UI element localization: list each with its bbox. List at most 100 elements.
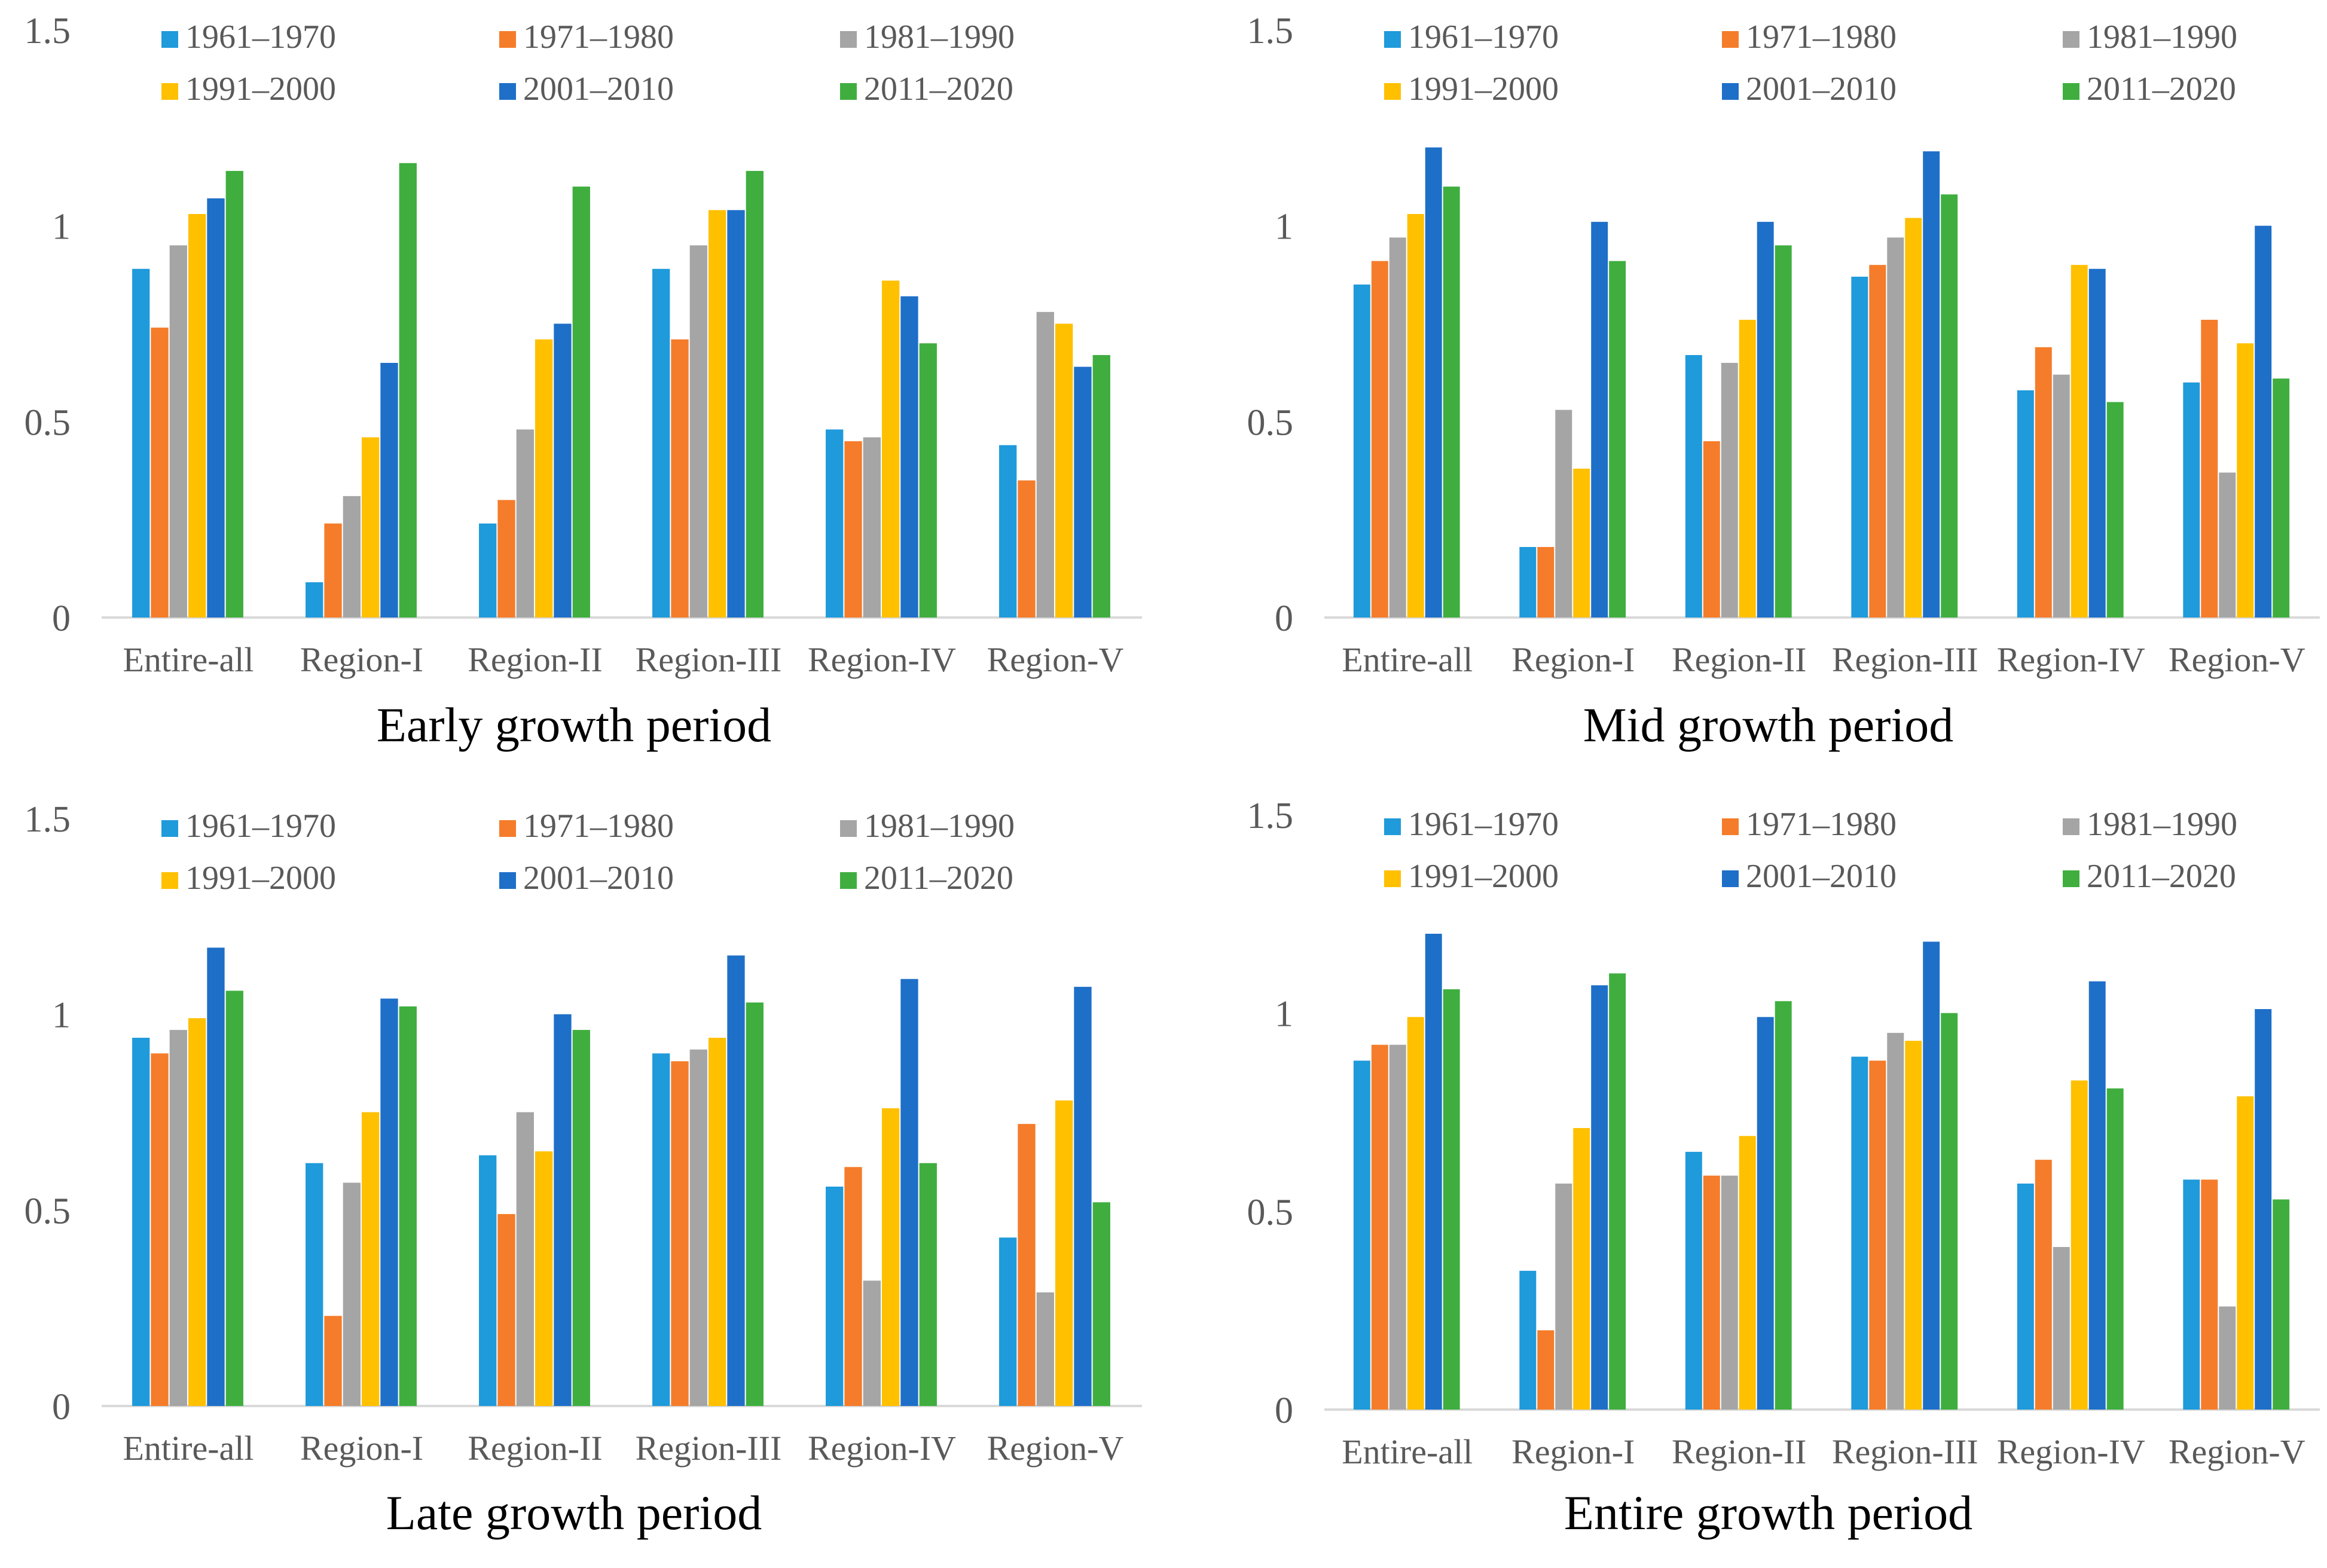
bar-entire-all-series-4 [1407,1017,1424,1410]
legend-swatch [1384,31,1401,48]
x-category-label: Region-II [1672,1432,1807,1471]
y-tick-label: 1 [1275,207,1293,247]
y-tick-label: 0 [1275,1390,1293,1431]
bar-region-v-series-1 [2183,382,2200,618]
bar-region-iv-series-6 [2106,1088,2124,1410]
bar-region-ii-series-2 [1703,441,1720,618]
bar-region-iii-series-4 [1905,1041,1922,1410]
bar-region-ii-series-6 [1775,245,1792,618]
bar-entire-all-series-2 [1371,261,1388,618]
bar-region-iv-series-2 [844,1167,862,1406]
bar-region-iv-series-5 [2088,268,2106,618]
bar-region-iii-series-6 [1941,1013,1958,1410]
bar-region-i-series-3 [343,496,361,618]
legend-label: 1961–1970 [185,808,336,845]
bar-region-i-series-3 [343,1182,361,1406]
chart-title: Early growth period [377,698,771,752]
bar-region-iv-series-3 [863,437,881,618]
bar-region-i-series-5 [380,363,398,618]
bar-entire-all-series-6 [1443,989,1460,1410]
bar-region-ii-series-2 [497,500,515,618]
bar-region-i-series-3 [1555,409,1572,618]
bar-region-iv-series-5 [900,296,918,618]
legend-swatch [499,83,516,100]
bar-region-i-series-5 [380,998,398,1406]
legend-label: 1991–2000 [185,71,336,108]
legend-swatch [161,872,178,889]
bar-region-ii-series-3 [1721,363,1738,618]
legend-label: 2001–2010 [1746,71,1897,108]
bar-region-ii-series-6 [1775,1001,1792,1410]
legend-swatch [161,31,178,48]
legend-label: 1971–1980 [523,19,674,56]
chart-panel-4: 0 0.5 1 1.5 Entire-all Region-I Region-II Regio… [1247,796,2320,1540]
bar-region-iv-series-1 [2017,1183,2034,1410]
bar-region-iv-series-3 [863,1280,881,1406]
bar-entire-all-series-6 [1443,187,1460,618]
bar-region-iii-series-5 [1923,942,1940,1410]
bar-region-v-series-5 [2255,1009,2272,1410]
bar-region-ii-series-5 [1757,1017,1774,1410]
y-tick-label: 1.5 [25,11,71,51]
bar-region-i-series-3 [1555,1183,1572,1410]
bar-region-i-series-4 [1573,468,1590,618]
bar-entire-all-series-6 [225,170,243,618]
bar-region-i-series-1 [1519,547,1537,618]
bar-region-iii-series-2 [671,1061,689,1406]
bar-region-iv-series-6 [919,1163,937,1406]
bar-region-v-series-6 [1092,354,1110,618]
bar-region-iii-series-4 [709,1037,726,1406]
bar-region-iii-series-4 [1905,218,1922,618]
legend-swatch [1384,870,1401,887]
bar-region-v-series-4 [1055,1100,1073,1406]
legend-label: 1981–1990 [864,19,1015,56]
bar-region-v-series-2 [1018,1124,1036,1406]
legend-swatch [2063,818,2079,835]
legend-swatch [161,820,178,837]
bar-region-v-series-3 [1036,1292,1054,1406]
legend-label: 2011–2020 [864,71,1013,108]
bar-entire-all-series-3 [1389,237,1406,618]
legend-label: 2011–2020 [2087,858,2236,895]
chart-title: Late growth period [386,1486,762,1540]
bar-region-i-series-5 [1591,985,1608,1410]
bar-region-v-series-4 [1055,323,1073,618]
bar-region-iii-series-1 [1851,276,1868,618]
bar-region-i-series-1 [1519,1270,1537,1410]
bar-region-v-series-1 [999,445,1017,618]
bar-region-iii-series-3 [689,245,707,618]
bar-region-v-series-5 [1074,366,1092,618]
bar-entire-all-series-5 [1425,147,1442,618]
bar-region-iii-series-1 [652,268,670,618]
x-category-label: Region-I [300,1429,423,1468]
bar-region-i-series-2 [324,523,342,618]
bar-region-iii-series-2 [1869,1060,1886,1410]
bar-region-iii-series-6 [746,1002,764,1406]
bar-region-v-series-2 [1018,480,1036,618]
legend-label: 2001–2010 [523,860,674,897]
chart-panel-2: 0 0.5 1 1.5 Entire-all Region-I Region-II Regio… [1247,11,2320,752]
bar-entire-all-series-3 [169,1029,187,1406]
bar-region-v-series-1 [999,1237,1017,1406]
x-category-label: Region-II [468,1429,603,1468]
bar-region-v-series-5 [2255,225,2272,618]
y-tick-label: 1 [52,995,71,1036]
legend-swatch [840,83,857,100]
bar-entire-all-series-5 [1425,934,1442,1410]
bar-region-v-series-2 [2201,1179,2218,1410]
bar-region-i-series-6 [399,163,417,618]
legend-swatch [840,31,857,48]
bar-region-ii-series-1 [479,1155,497,1406]
bar-entire-all-series-1 [1353,1060,1370,1410]
x-category-label: Region-I [1511,640,1635,679]
legend-label: 2001–2010 [523,71,674,108]
bar-entire-all-series-3 [169,245,187,618]
legend-label: 1971–1980 [1746,19,1897,56]
bar-entire-all-series-2 [151,1053,169,1406]
bar-region-iii-series-4 [709,210,726,618]
bar-region-v-series-3 [2219,1306,2236,1410]
x-category-label: Entire-all [123,640,254,679]
bar-region-ii-series-5 [554,1014,572,1406]
x-category-label: Entire-all [1342,640,1473,679]
bar-region-v-series-6 [2273,378,2290,618]
